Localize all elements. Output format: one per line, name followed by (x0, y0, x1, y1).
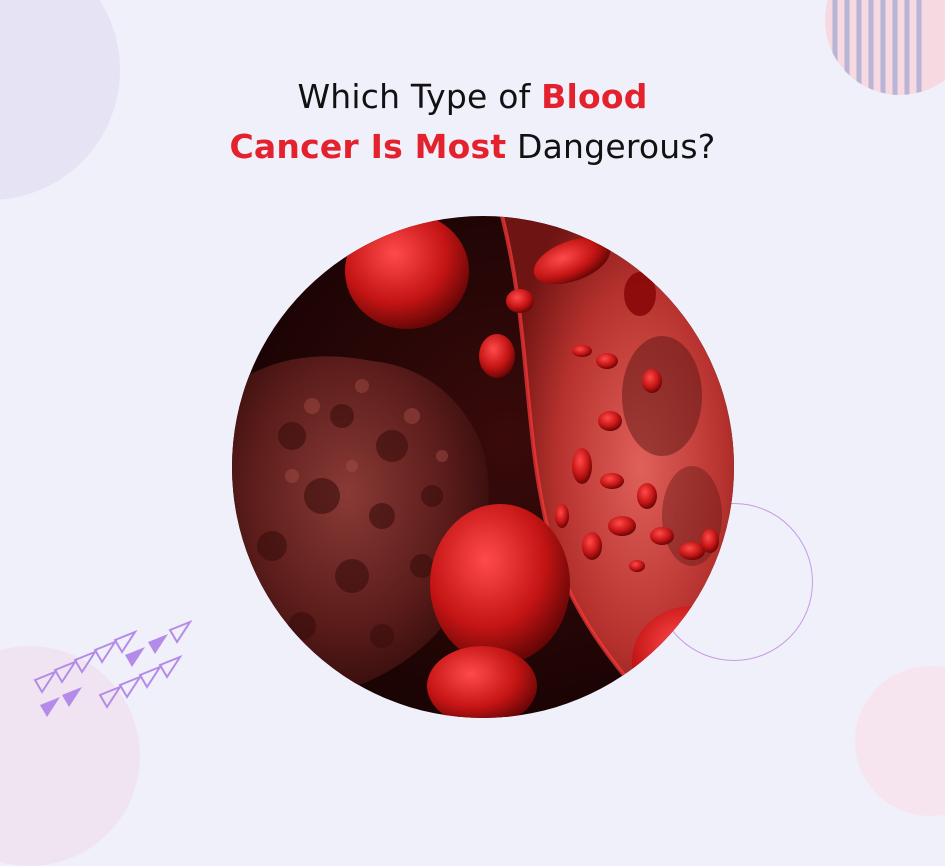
decor-striped-circle (825, 0, 945, 95)
page-title: Which Type of Blood Cancer Is Most Dange… (0, 72, 945, 172)
title-line-2-plain: Dangerous? (506, 127, 716, 166)
decor-blob-bottom-right (855, 666, 945, 816)
title-line-2: Cancer Is Most Dangerous? (0, 122, 945, 172)
title-line-1: Which Type of Blood (0, 72, 945, 122)
title-line-1-highlight: Blood (541, 77, 648, 116)
decor-arrow-pattern (33, 620, 193, 717)
blood-cells-illustration (232, 216, 734, 718)
title-line-1-plain: Which Type of (297, 77, 542, 116)
title-line-2-highlight: Cancer Is Most (229, 127, 507, 166)
